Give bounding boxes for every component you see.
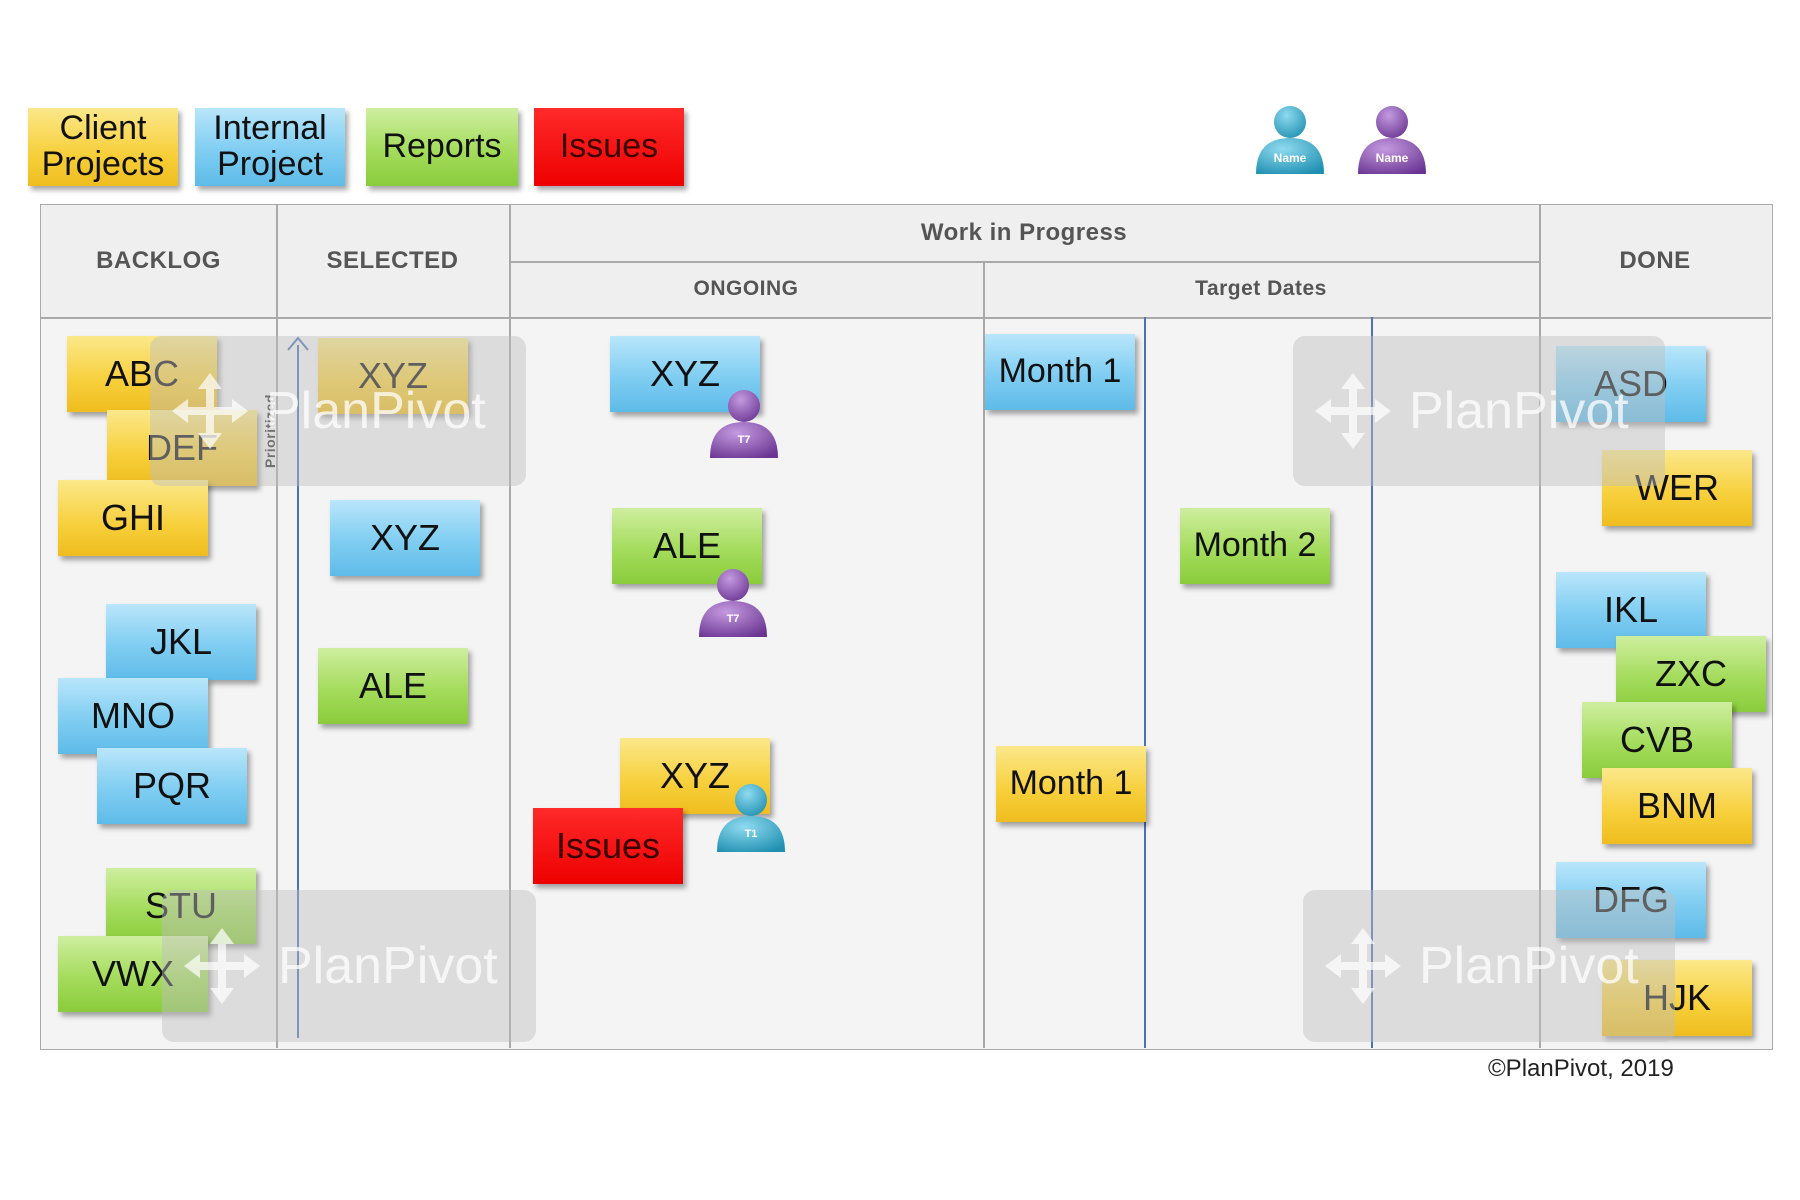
move-arrows-icon	[1325, 928, 1401, 1004]
assignee-label: T7	[726, 613, 740, 625]
target-date-card[interactable]: Month 1	[985, 334, 1135, 410]
copyright-text: ©PlanPivot, 2019	[1488, 1055, 1674, 1082]
column-ongoing: ONGOING	[693, 277, 799, 300]
prioritized-arrow-icon	[287, 336, 309, 351]
done-card[interactable]: HJK	[1602, 960, 1752, 1036]
move-arrows-icon	[184, 928, 260, 1004]
backlog-card[interactable]: VWX	[58, 936, 208, 1012]
backlog-card[interactable]: JKL	[106, 604, 256, 680]
person-icon-teal: Name	[1250, 104, 1330, 180]
backlog-card[interactable]: ABC	[67, 336, 217, 412]
backlog-card[interactable]: PQR	[97, 748, 247, 824]
column-done: DONE	[1619, 247, 1691, 274]
watermark: PlanPivot	[150, 336, 526, 486]
done-card[interactable]: DFG	[1556, 862, 1706, 938]
person-label: Name	[1375, 151, 1409, 165]
target-date-card[interactable]: Month 2	[1180, 508, 1330, 584]
backlog-card[interactable]: STU	[106, 868, 256, 944]
watermark: PlanPivot	[1293, 336, 1665, 486]
watermark: PlanPivot	[162, 890, 536, 1042]
legend-reports: Reports	[366, 108, 518, 186]
watermark-text: PlanPivot	[1409, 382, 1629, 440]
done-card[interactable]: ASD	[1556, 346, 1706, 422]
move-arrows-icon	[1315, 373, 1391, 449]
done-card[interactable]: ZXC	[1616, 636, 1766, 712]
column-target-dates: Target Dates	[1195, 277, 1327, 300]
ongoing-issue-card[interactable]: Issues	[533, 808, 683, 884]
backlog-card[interactable]: MNO	[58, 678, 208, 754]
person-label: Name	[1273, 151, 1307, 165]
assignee-icon: T7	[693, 567, 773, 643]
column-work-in-progress: Work in Progress	[920, 219, 1128, 246]
done-card[interactable]: WER	[1602, 450, 1752, 526]
assignee-icon: T1	[711, 782, 791, 858]
target-date-card[interactable]: Month 1	[996, 746, 1146, 822]
selected-card[interactable]: XYZ	[318, 338, 468, 414]
legend-client-projects: Client Projects	[28, 108, 178, 186]
column-selected: SELECTED	[326, 247, 459, 274]
column-backlog: BACKLOG	[96, 247, 221, 274]
move-arrows-icon	[172, 373, 248, 449]
watermark-text: PlanPivot	[266, 382, 486, 440]
watermark: PlanPivot	[1303, 890, 1675, 1042]
legend-issues: Issues	[534, 108, 684, 186]
person-icon-purple: Name	[1352, 104, 1432, 180]
assignee-label: T7	[737, 434, 751, 446]
done-card[interactable]: IKL	[1556, 572, 1706, 648]
backlog-card[interactable]: GHI	[58, 480, 208, 556]
assignee-icon: T7	[704, 388, 784, 464]
assignee-label: T1	[744, 828, 758, 840]
done-card[interactable]: BNM	[1602, 768, 1752, 844]
done-card[interactable]: CVB	[1582, 702, 1732, 778]
watermark-text: PlanPivot	[278, 937, 498, 995]
watermark-text: PlanPivot	[1419, 937, 1639, 995]
legend-internal-project: Internal Project	[195, 108, 345, 186]
selected-card[interactable]: ALE	[318, 648, 468, 724]
selected-card[interactable]: XYZ	[330, 500, 480, 576]
kanban-board: BACKLOG SELECTED Work in Progress ONGOIN…	[40, 204, 1773, 1050]
